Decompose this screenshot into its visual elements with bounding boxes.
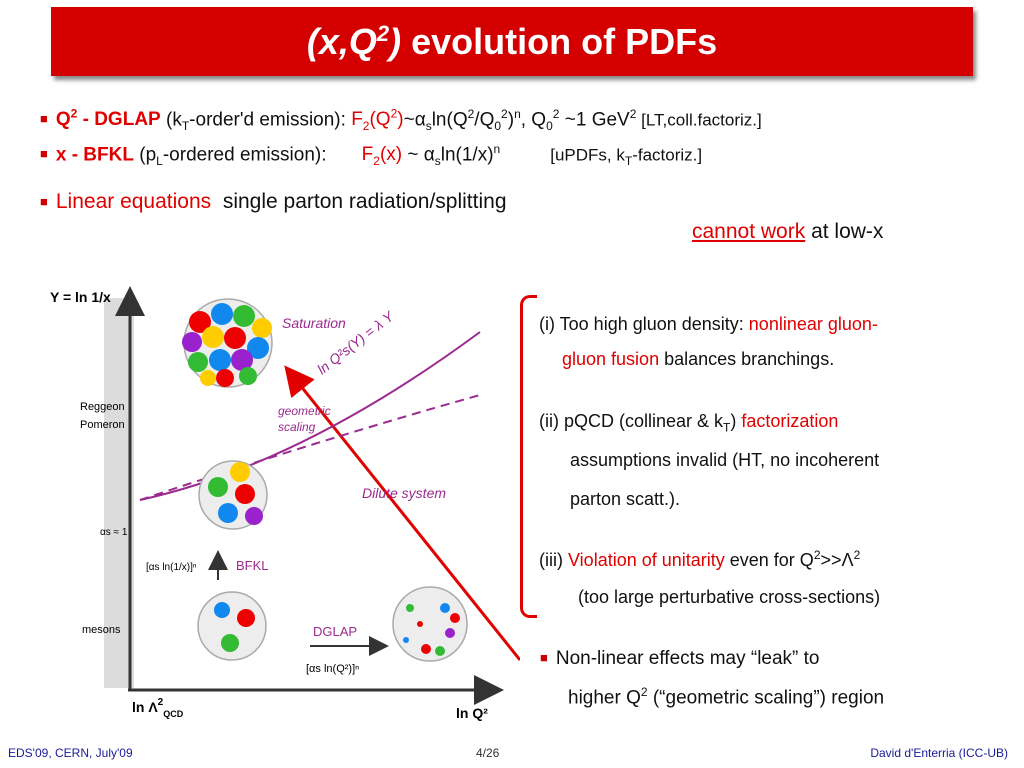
- slide-title: (x,Q2) evolution of PDFs: [307, 21, 717, 63]
- alpha-approx-label: αs ≈ 1: [100, 527, 128, 538]
- saturation-label: Saturation: [282, 315, 346, 331]
- bfkl-pl-sub: L: [156, 154, 163, 169]
- pomeron-label: Pomeron: [80, 419, 125, 431]
- dglap-label: DGLAP: [313, 624, 357, 639]
- note-ii-line3: parton scatt.).: [570, 489, 681, 509]
- bfkl-f2: F2(x): [361, 144, 403, 169]
- y-axis-label: Y = ln 1/x: [50, 289, 111, 305]
- saturated-hadron-disc: [182, 298, 273, 388]
- bullet-linear: ■ Linear equations single parton radiatio…: [40, 190, 507, 214]
- low-density-disc: [197, 591, 267, 661]
- dglap-gev: ~1 GeV: [559, 109, 630, 131]
- note-iii-red: Violation of unitarity: [568, 550, 725, 570]
- bfkl-alpha: α: [423, 144, 435, 166]
- title-close: ): [389, 20, 402, 62]
- bullet-square-icon: ■: [40, 111, 48, 127]
- bfkl-tilde: ~: [402, 144, 424, 166]
- footer-left: EDS'09, CERN, July'09: [8, 746, 133, 760]
- dglap-q0-sup: 2: [501, 107, 508, 121]
- bfkl-ln: ln(1/x): [440, 144, 494, 166]
- bfkl-pl: (p: [133, 144, 157, 166]
- dglap-formula: [αs ln(Q²)]ⁿ: [306, 663, 359, 675]
- geometric-scaling-line: [139, 394, 481, 501]
- saturation-line: [139, 331, 481, 501]
- dglap-n: n: [514, 107, 521, 121]
- note-i-line1: (i) Too high gluon density: nonlinear gl…: [539, 314, 878, 334]
- note-ii-red: factorization: [741, 411, 839, 431]
- dglap-lt: [LT,coll.factoriz.]: [636, 110, 762, 130]
- geometric-label: geometric: [278, 404, 331, 418]
- dglap-f2: F2(Q2): [351, 107, 404, 134]
- leak-line1: ■ Non-linear effects may “leak” to: [540, 648, 820, 669]
- bullet-square-icon: ■: [40, 146, 48, 162]
- dglap-ln: ln(Q: [431, 109, 468, 131]
- bfkl-formula: [αs ln(1/x)]ⁿ: [146, 562, 197, 573]
- mesons-label: mesons: [82, 624, 121, 636]
- title-rest: evolution of PDFs: [401, 20, 718, 62]
- dglap-q0-sub: 0: [494, 119, 502, 134]
- dilute-label: Dilute system: [362, 485, 446, 501]
- dglap-kt: (k: [160, 109, 182, 131]
- dglap-close: ): [507, 109, 515, 131]
- linear-rest: single parton radiation/splitting: [211, 190, 507, 213]
- bfkl-pl-rest: -ordered emission):: [162, 144, 348, 166]
- dilute-hadron-disc: [198, 460, 268, 530]
- dglap-alpha-sub: s: [425, 119, 432, 134]
- bfkl-n: n: [493, 142, 501, 156]
- title-sup: 2: [376, 20, 390, 46]
- page-number: 4/26: [476, 746, 500, 760]
- dglap-q0: /Q: [474, 109, 495, 131]
- pointer-arrow: [284, 365, 520, 661]
- bfkl-bracket-sub: T: [624, 154, 633, 169]
- dglap-tilde: ~: [403, 109, 415, 131]
- note-ii-line1: (ii) pQCD (collinear & kT) factorization: [539, 411, 839, 435]
- evolution-diagram: Y = ln 1/x ln Q² ln Λ2QCD Reggeon Pomero…: [50, 286, 520, 721]
- bfkl-bracket-end: -factoriz.]: [632, 145, 703, 165]
- bfkl-name: x - BFKL: [55, 144, 134, 166]
- dglap-q0b-sub: 0: [546, 119, 553, 134]
- leak-line2: higher Q2 (“geometric scaling”) region: [568, 685, 885, 709]
- x-origin-label: ln Λ2QCD: [132, 697, 184, 719]
- title-bar: (x,Q2) evolution of PDFs: [51, 7, 973, 76]
- dglap-q0b: , Q: [520, 109, 547, 131]
- bullet-square-icon: ■: [540, 650, 548, 665]
- dglap-alpha: α: [414, 109, 426, 131]
- bullet-bfkl: ■ x - BFKL (pL-ordered emission): F2(x) ~…: [40, 142, 702, 168]
- dglap-q2: Q2 - DGLAP: [55, 107, 161, 131]
- note-i-red1: nonlinear gluon-: [748, 314, 878, 334]
- dglap-kt-sub: T: [181, 119, 190, 134]
- linear-equations: Linear equations: [55, 190, 212, 213]
- bullet-square-icon: ■: [40, 194, 48, 209]
- note-i-line2: gluon fusion balances branchings.: [562, 349, 835, 369]
- bfkl-label: BFKL: [236, 558, 269, 573]
- dglap-gev-sup: 2: [629, 107, 637, 121]
- scaling-label: scaling: [278, 420, 316, 434]
- x-axis-label: ln Q²: [456, 705, 488, 721]
- notes-bracket: [520, 295, 537, 618]
- dglap-kt-rest: -order'd emission):: [189, 109, 352, 131]
- dglap-ln-sup: 2: [467, 107, 475, 121]
- dglap-q0b-sup: 2: [552, 107, 560, 121]
- cannot-rest: at low-x: [805, 220, 884, 243]
- note-iii-line2: (too large perturbative cross-sections): [578, 587, 881, 607]
- footer-right: David d'Enterria (ICC-UB): [870, 746, 1008, 760]
- title-italic: (x,Q: [306, 20, 377, 62]
- note-ii-line2: assumptions invalid (HT, no incoherent: [570, 450, 880, 470]
- cannot-work: cannot work: [692, 220, 806, 243]
- note-iii-line1: (iii) Violation of unitarity even for Q2…: [539, 548, 861, 570]
- bfkl-alpha-sub: s: [434, 154, 441, 169]
- bfkl-bracket: [uPDFs, k: [550, 145, 625, 165]
- high-q2-disc: [392, 586, 468, 662]
- bullet-dglap: ■ Q2 - DGLAP (kT-order'd emission): F2(Q2…: [40, 107, 762, 133]
- cannot-work-line: cannot work at low-x: [692, 220, 883, 244]
- reggeon-label: Reggeon: [80, 401, 125, 413]
- note-i-red2: gluon fusion: [562, 349, 660, 369]
